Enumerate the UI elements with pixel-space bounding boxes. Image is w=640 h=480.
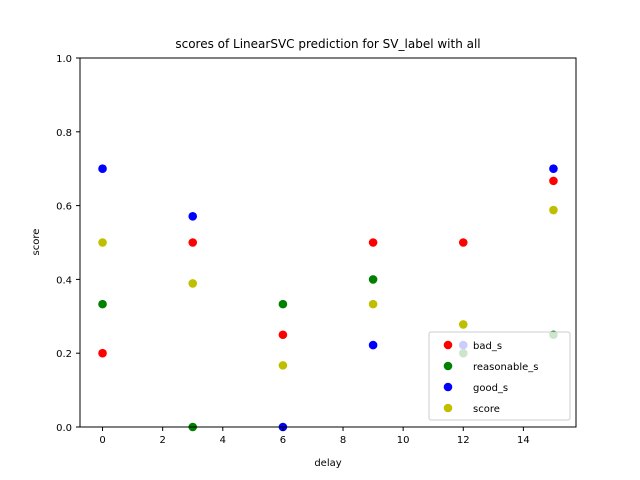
point-bad-s [458,238,468,247]
x-tick-label: 8 [340,435,346,446]
x-tick-label: 6 [280,435,286,446]
y-tick-label: 0.8 [56,128,72,139]
y-tick-label: 0.6 [56,202,72,213]
point-bad-s [549,176,558,186]
legend-marker [443,382,453,392]
point-score [368,299,378,309]
plot-frame [79,57,577,428]
point-bad-s [98,348,107,358]
point-score [549,205,558,215]
legend-label: good_s [473,383,508,394]
point-reasonable-s [98,299,107,309]
legend-label: bad_s [473,341,502,352]
y-tick-label: 1.0 [56,54,72,65]
x-tick-label: 10 [397,435,410,446]
plot-marks [98,164,558,432]
point-score [98,238,107,247]
y-tick-label: 0.2 [56,349,72,360]
legend-marker [443,361,453,371]
point-score [278,361,288,370]
x-tick-label: 2 [159,435,165,446]
point-reasonable-s [368,275,378,284]
point-bad-s [368,238,378,247]
legend-label: reasonable_s [473,362,538,373]
legend-marker [443,340,453,350]
point-reasonable-s [278,299,288,309]
legend-marker [443,403,453,413]
point-bad-s [278,330,288,340]
legend-box [428,331,571,421]
point-score [188,279,198,288]
point-bad-s [188,238,198,247]
y-axis: 0.0 0.2 0.4 0.6 0.8 1.0 [56,54,80,434]
y-tick-label: 0.4 [56,275,72,286]
point-good-s [549,164,558,173]
point-good-s [368,340,378,350]
chart-title: scores of LinearSVC prediction for SV_la… [175,37,480,51]
x-tick-label: 14 [517,435,530,446]
point-good-s [98,164,107,173]
point-good-s [188,212,198,221]
x-axis-label: delay [314,458,341,469]
x-axis: 0 2 4 6 8 10 12 14 [99,427,530,446]
y-tick-label: 0.0 [56,423,72,434]
y-axis-label: score [31,229,42,256]
x-tick-label: 12 [457,435,470,446]
point-score [458,320,468,329]
x-tick-label: 4 [220,435,226,446]
x-tick-label: 0 [99,435,105,446]
legend-label: score [473,404,500,415]
